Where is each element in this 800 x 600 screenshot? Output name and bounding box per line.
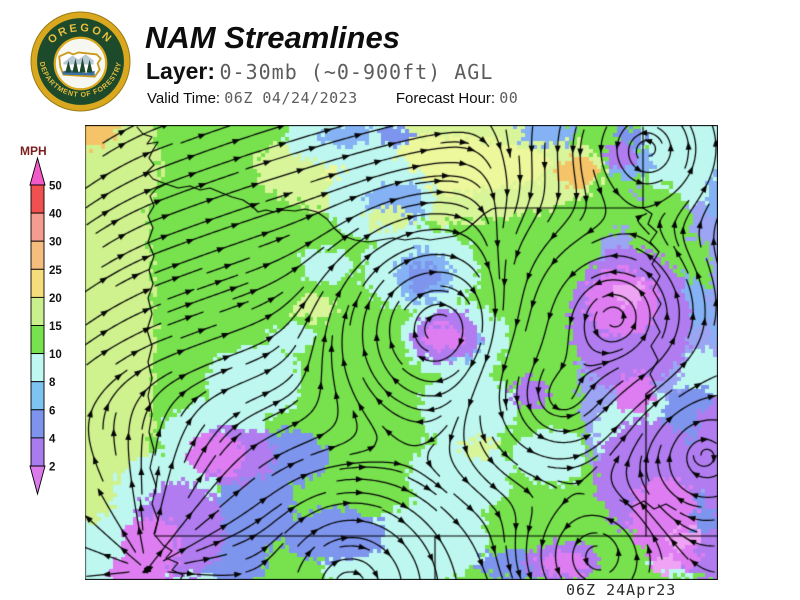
forecast-hour-label: Forecast Hour: bbox=[395, 90, 496, 107]
legend-tick-label: 25 bbox=[49, 265, 62, 277]
legend-tick-label: 6 bbox=[49, 405, 55, 417]
legend-cell bbox=[30, 212, 45, 242]
legend-tick-label: 8 bbox=[49, 377, 56, 389]
valid-time-value: 06Z 04/24/2023 bbox=[224, 89, 358, 107]
layer-row: Layer: 0-30mb (~0-900ft) AGL bbox=[146, 58, 493, 85]
valid-time-row: Valid Time: 06Z 04/24/2023 Forecast Hour… bbox=[147, 89, 518, 107]
forecast-hour-value: 00 bbox=[499, 89, 519, 107]
streamline-map-canvas bbox=[85, 125, 718, 580]
wind-speed-legend: MPH 50 40 30 25 20 15 10 8 6 4 2 bbox=[20, 144, 62, 496]
legend-arrow-bottom bbox=[29, 465, 46, 496]
legend-cell bbox=[30, 268, 45, 298]
legend-tick-label: 50 bbox=[49, 181, 62, 193]
valid-time-label: Valid Time: bbox=[147, 90, 221, 107]
legend-arrow-top bbox=[29, 156, 46, 186]
legend-cell bbox=[30, 296, 45, 326]
map-area bbox=[85, 125, 718, 580]
map-timestamp: 06Z 24Apr23 bbox=[566, 581, 677, 599]
legend-cell bbox=[30, 240, 45, 270]
legend-tick-label: 15 bbox=[49, 321, 62, 333]
layer-value: 0-30mb (~0-900ft) AGL bbox=[219, 60, 494, 84]
legend-tick-label: 30 bbox=[49, 237, 62, 249]
legend-cell bbox=[30, 325, 45, 355]
legend-cell bbox=[30, 437, 45, 467]
legend-tick-label: 2 bbox=[49, 462, 55, 474]
legend-cell bbox=[30, 409, 45, 439]
legend-tick-label: 40 bbox=[49, 209, 62, 221]
oregon-state-scene-icon bbox=[58, 51, 102, 78]
legend-title: MPH bbox=[20, 144, 47, 158]
legend-tick-label: 10 bbox=[49, 349, 62, 361]
page-title: NAM Streamlines bbox=[145, 20, 400, 55]
legend-tick-label: 20 bbox=[49, 293, 62, 305]
legend-cell bbox=[30, 353, 45, 383]
layer-label: Layer: bbox=[146, 58, 216, 84]
legend-cell bbox=[30, 184, 45, 214]
logo-outer-edge bbox=[30, 11, 131, 112]
legend-cell bbox=[30, 381, 45, 411]
legend-tick-label: 4 bbox=[49, 433, 56, 445]
odf-logo: OREGON DEPARTMENT OF FORESTRY bbox=[30, 11, 131, 112]
